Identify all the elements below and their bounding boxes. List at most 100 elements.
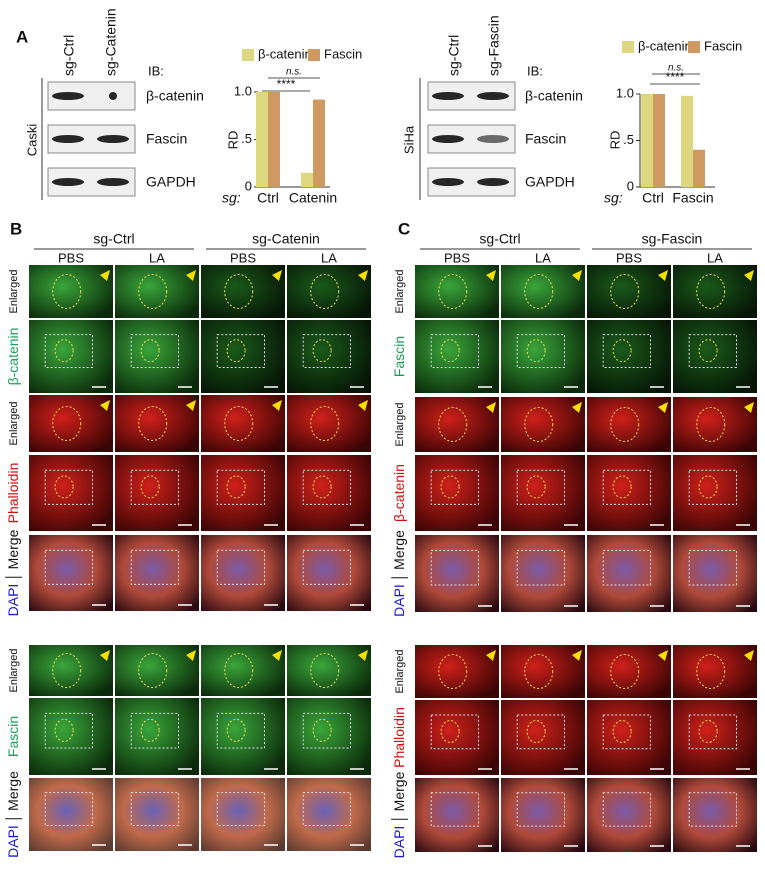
legend-label: β-catenin [638, 38, 692, 53]
row-label: DAPI │ Merge [391, 771, 409, 858]
micrograph [287, 395, 371, 452]
column-label: LA [149, 250, 165, 265]
row-label: DAPI │ Merge [5, 529, 23, 616]
micrograph [501, 535, 585, 612]
row-label-part: DAPI [5, 584, 21, 617]
nucleus-outline [612, 475, 632, 499]
micrograph [115, 535, 199, 611]
micrograph [415, 700, 499, 775]
micrograph [673, 455, 757, 531]
nucleus-outline [612, 339, 632, 363]
nucleus-outline [524, 407, 554, 442]
micrograph [287, 645, 371, 696]
nucleus-outline [610, 407, 640, 442]
micrograph [415, 397, 499, 452]
roi-box [602, 549, 652, 586]
micrograph [415, 320, 499, 393]
row-label-part: DAPI [391, 584, 407, 617]
micrograph [287, 698, 371, 775]
roi-box [44, 549, 93, 585]
blot-label: Fascin [146, 131, 187, 147]
micrograph [201, 455, 285, 531]
separator: │ [391, 570, 409, 584]
nucleus-outline [526, 339, 546, 363]
nucleus-outline [698, 339, 718, 363]
row-label-part: DAPI [5, 825, 21, 858]
arrowhead [100, 650, 110, 661]
arrowhead [100, 270, 110, 281]
roi-box [688, 792, 738, 827]
row-label: β-catenin [5, 328, 21, 386]
lane-label: sg-Ctrl [446, 35, 462, 76]
arrowhead [186, 400, 196, 411]
row-label: Enlarged [8, 401, 20, 445]
band [52, 135, 84, 143]
row-label: β-catenin [391, 464, 407, 522]
nucleus-outline [696, 654, 726, 689]
bar [313, 99, 325, 187]
significance-label: n.s. [286, 67, 302, 78]
ib-label: IB: [527, 63, 543, 78]
legend-swatch [242, 49, 254, 61]
row-label-part: β-catenin [5, 328, 21, 386]
nucleus-outline [54, 475, 74, 499]
micrograph [587, 700, 671, 775]
bar [268, 92, 280, 187]
row-label: Fascin [5, 716, 21, 757]
nucleus-outline [310, 653, 340, 688]
row-label-part: Merge [5, 529, 21, 569]
band [432, 178, 464, 186]
arrowhead [744, 650, 754, 661]
x-axis-label: sg: [604, 190, 623, 206]
micrograph [587, 778, 671, 852]
row-label: Enlarged [394, 402, 406, 446]
legend-label: Fascin [324, 46, 362, 61]
roi-box [688, 469, 738, 505]
micrograph [201, 320, 285, 393]
row-label-part: Enlarged [394, 649, 406, 693]
column-label: PBS [444, 250, 470, 265]
nucleus-outline [52, 406, 82, 441]
row-label: DAPI │ Merge [5, 771, 23, 858]
nucleus-outline [224, 274, 254, 309]
column-label: LA [535, 250, 551, 265]
micrograph [587, 455, 671, 531]
y-tick-label: 0 [627, 178, 634, 193]
micrograph [501, 700, 585, 775]
row-label-part: Fascin [391, 336, 407, 377]
roi-box [44, 712, 93, 749]
micrograph [501, 265, 585, 318]
arrowhead [186, 650, 196, 661]
micrograph [29, 455, 113, 531]
row-label-part: Phalloidin [391, 707, 407, 768]
roi-box [688, 549, 738, 586]
arrowhead [658, 402, 668, 413]
nucleus-outline [224, 406, 254, 441]
group-label: sg-Catenin [252, 231, 320, 247]
micrograph [587, 320, 671, 393]
roi-box [602, 469, 652, 505]
blot-label: GAPDH [146, 174, 196, 190]
legend-swatch [308, 49, 320, 61]
nucleus-outline [438, 654, 468, 689]
roi-box [430, 792, 480, 827]
nucleus-outline [226, 718, 246, 742]
nucleus-outline [440, 475, 460, 499]
roi-box [516, 549, 566, 586]
micrograph [587, 397, 671, 452]
row-label-part: Enlarged [394, 402, 406, 446]
x-tick-label: Ctrl [257, 190, 279, 206]
micrograph [201, 265, 285, 318]
bar [653, 94, 665, 187]
micrograph [201, 395, 285, 452]
micrograph [115, 265, 199, 318]
group-label: sg-Fascin [642, 231, 703, 247]
nucleus-outline [224, 653, 254, 688]
bar [693, 149, 705, 187]
micrograph [115, 645, 199, 696]
micrograph [115, 698, 199, 775]
micrograph [415, 645, 499, 698]
micrograph [287, 455, 371, 531]
roi-box [302, 469, 352, 505]
y-tick-label: .5 [623, 132, 634, 147]
